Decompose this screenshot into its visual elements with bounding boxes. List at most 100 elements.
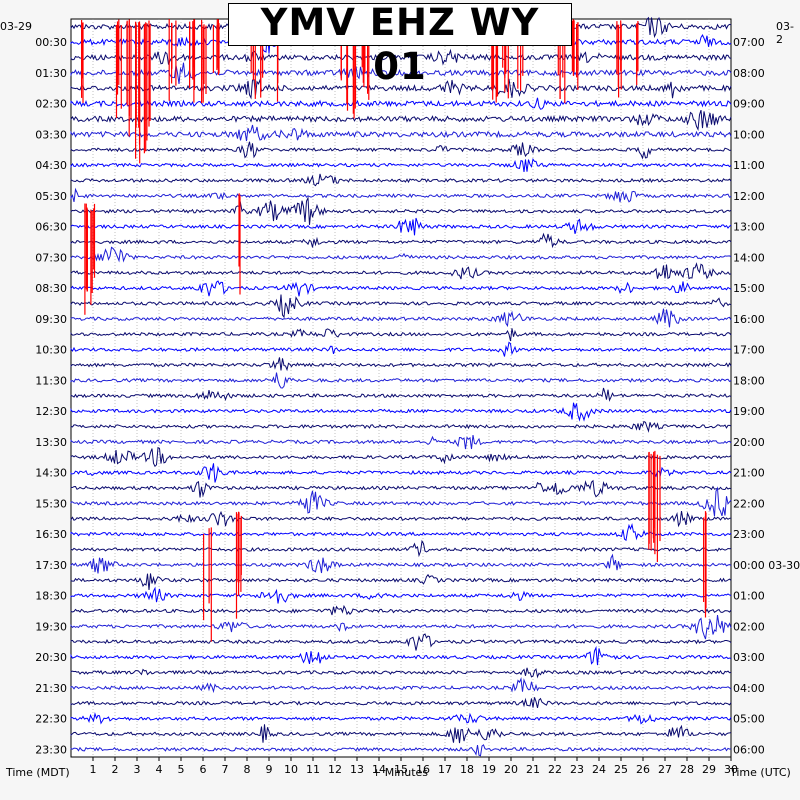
trace-row bbox=[70, 553, 732, 574]
left-date-label: 03-29 bbox=[0, 20, 32, 33]
left-time-label: 15:30 bbox=[35, 497, 67, 510]
right-time-label: 02:00 bbox=[733, 620, 765, 633]
trace-row bbox=[70, 615, 732, 640]
trace-row bbox=[70, 341, 732, 357]
right-time-label: 04:00 bbox=[733, 682, 765, 695]
trace-row bbox=[70, 645, 732, 666]
left-time-label: 19:30 bbox=[35, 620, 67, 633]
right-time-label: 20:00 bbox=[733, 436, 765, 449]
left-time-label: 06:30 bbox=[35, 221, 67, 234]
x-tick-label: 6 bbox=[200, 763, 207, 776]
x-tick-label: 20 bbox=[504, 763, 518, 776]
trace-row bbox=[70, 435, 732, 450]
x-tick-label: 2 bbox=[112, 763, 119, 776]
trace-row bbox=[70, 667, 732, 679]
x-tick-label: 14 bbox=[372, 763, 386, 776]
trace-row bbox=[70, 677, 732, 694]
x-tick-label: 23 bbox=[570, 763, 584, 776]
x-tick-label: 10 bbox=[284, 763, 298, 776]
trace-row bbox=[70, 486, 732, 517]
trace-row bbox=[70, 294, 732, 319]
trace-row bbox=[70, 157, 732, 172]
x-tick-label: 11 bbox=[306, 763, 320, 776]
trace-row bbox=[70, 196, 732, 225]
x-tick-label: 13 bbox=[350, 763, 364, 776]
trace-row bbox=[70, 633, 732, 651]
x-axis-label: + Minutes bbox=[372, 766, 429, 779]
right-axis-label: Time (UTC) bbox=[730, 766, 791, 779]
right-time-label: 16:00 bbox=[733, 313, 765, 326]
trace-row bbox=[70, 328, 732, 342]
x-tick-label: 26 bbox=[636, 763, 650, 776]
x-tick-label: 5 bbox=[178, 763, 185, 776]
trace-row bbox=[70, 109, 732, 132]
trace-row bbox=[70, 510, 732, 528]
x-tick-label: 17 bbox=[438, 763, 452, 776]
right-time-label: 11:00 bbox=[733, 159, 765, 172]
x-tick-label: 16 bbox=[416, 763, 430, 776]
left-time-label: 23:30 bbox=[35, 743, 67, 756]
trace-row bbox=[70, 280, 732, 297]
right-time-label: 06:00 bbox=[733, 743, 765, 756]
right-time-label: 12:00 bbox=[733, 190, 765, 203]
right-time-label: 01:00 bbox=[733, 590, 765, 603]
trace-row bbox=[70, 173, 732, 187]
right-time-label: 07:00 bbox=[733, 36, 765, 49]
right-time-label: 13:00 bbox=[733, 221, 765, 234]
left-time-label: 13:30 bbox=[35, 436, 67, 449]
right-time-label: 09:00 bbox=[733, 98, 765, 111]
trace-row bbox=[70, 124, 732, 142]
trace-row bbox=[70, 712, 732, 725]
x-tick-label: 4 bbox=[156, 763, 163, 776]
trace-row bbox=[70, 744, 732, 757]
right-time-label: 23:00 bbox=[733, 528, 765, 541]
x-tick-label: 24 bbox=[592, 763, 606, 776]
right-time-label: 03:00 bbox=[733, 651, 765, 664]
trace-row bbox=[70, 232, 732, 249]
right-time-label: 18:00 bbox=[733, 374, 765, 387]
trace-row bbox=[70, 697, 732, 709]
left-time-label: 04:30 bbox=[35, 159, 67, 172]
trace-row bbox=[70, 523, 732, 542]
trace-row bbox=[70, 479, 732, 498]
trace-row bbox=[70, 372, 732, 389]
right-time-label: 10:00 bbox=[733, 128, 765, 141]
x-tick-label: 30 bbox=[724, 763, 738, 776]
trace-row bbox=[70, 97, 732, 110]
left-axis-label: Time (MDT) bbox=[6, 766, 70, 779]
left-time-label: 20:30 bbox=[35, 651, 67, 664]
trace-row bbox=[70, 420, 732, 433]
x-tick-label: 22 bbox=[548, 763, 562, 776]
left-time-label: 01:30 bbox=[35, 67, 67, 80]
left-time-label: 03:30 bbox=[35, 128, 67, 141]
trace-row bbox=[70, 724, 732, 744]
trace-row bbox=[70, 463, 732, 483]
x-tick-label: 8 bbox=[244, 763, 251, 776]
x-tick-label: 25 bbox=[614, 763, 628, 776]
right-time-label: 14:00 bbox=[733, 251, 765, 264]
x-tick-label: 27 bbox=[658, 763, 672, 776]
x-tick-label: 29 bbox=[702, 763, 716, 776]
x-tick-label: 21 bbox=[526, 763, 540, 776]
x-tick-label: 15 bbox=[394, 763, 408, 776]
trace-row bbox=[70, 262, 732, 280]
left-time-label: 16:30 bbox=[35, 528, 67, 541]
x-tick-label: 3 bbox=[134, 763, 141, 776]
trace-row bbox=[70, 187, 732, 203]
title-box bbox=[228, 3, 572, 46]
trace-row bbox=[70, 308, 732, 328]
left-time-label: 14:30 bbox=[35, 467, 67, 480]
trace-row bbox=[70, 357, 732, 372]
trace-row bbox=[70, 539, 732, 558]
x-tick-label: 19 bbox=[482, 763, 496, 776]
trace-row bbox=[70, 573, 732, 590]
trace-row bbox=[70, 217, 732, 236]
left-time-label: 21:30 bbox=[35, 682, 67, 695]
trace-row bbox=[70, 387, 732, 402]
chart-title: YMV EHZ WY 01 bbox=[260, 1, 540, 88]
x-tick-label: 1 bbox=[90, 763, 97, 776]
left-time-label: 17:30 bbox=[35, 559, 67, 572]
left-time-label: 10:30 bbox=[35, 344, 67, 357]
right-time-label: 00:00 03-30 bbox=[733, 559, 800, 572]
